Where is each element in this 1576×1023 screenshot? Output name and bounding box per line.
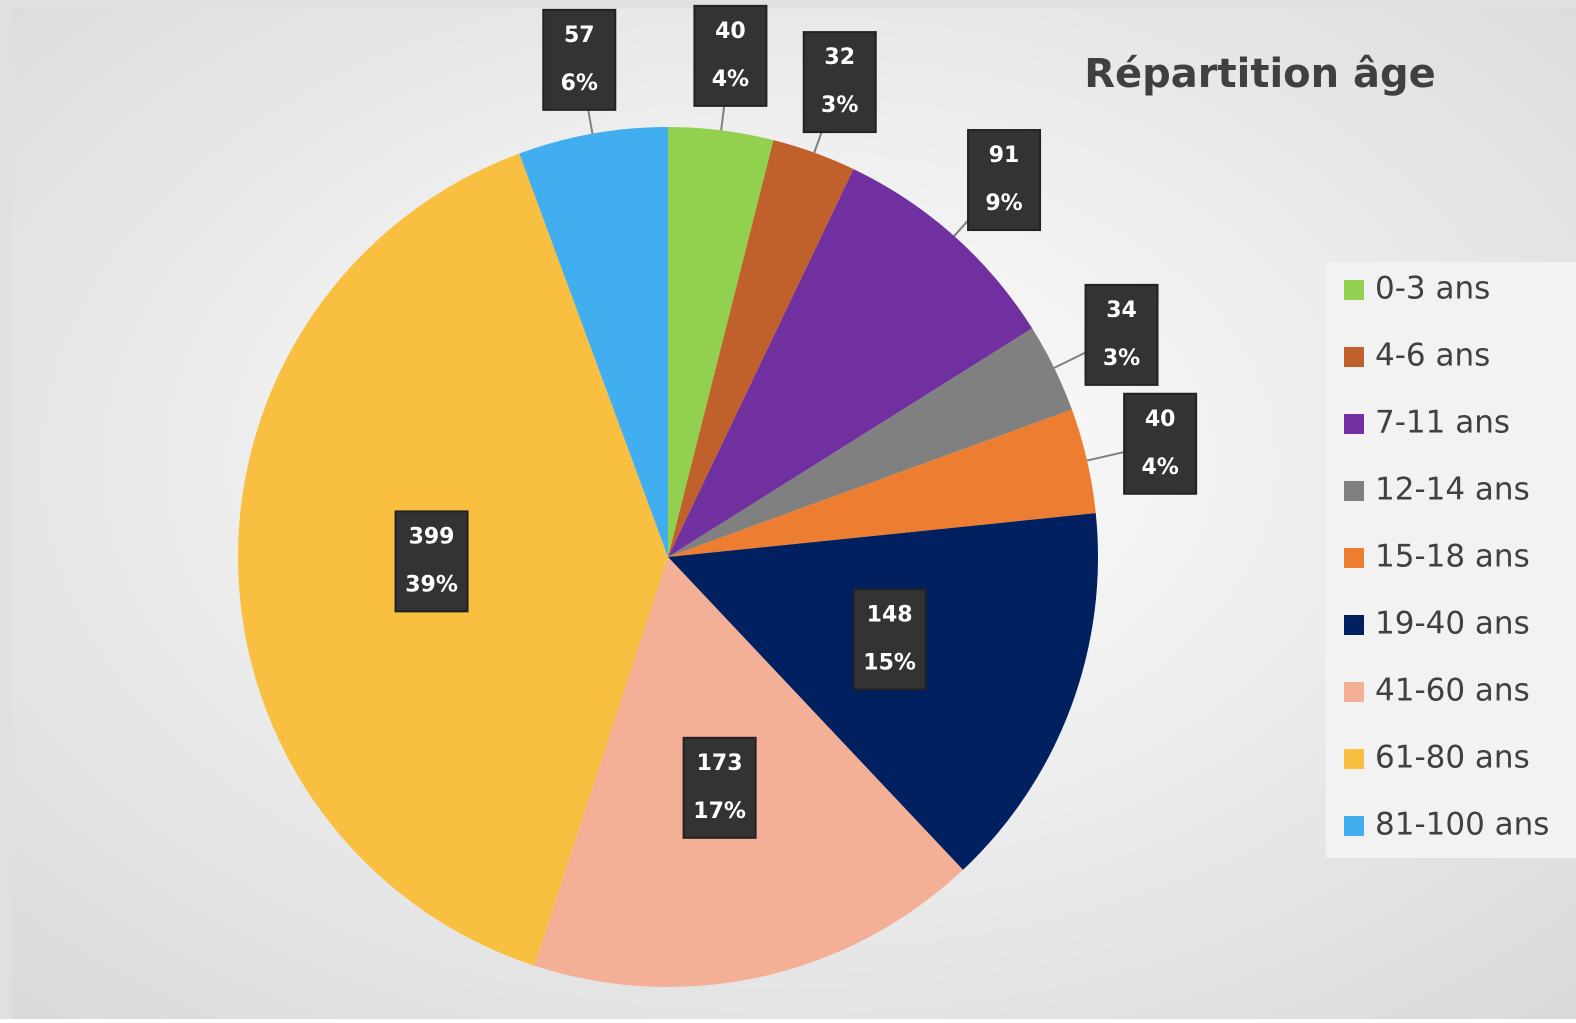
pie-slice [668,409,1096,557]
legend-label: 61-80 ans [1375,740,1530,776]
legend-box [1326,262,1576,858]
chart-title: Répartition âge [1084,51,1436,97]
legend-swatch [1344,481,1364,501]
legend-swatch [1344,347,1364,367]
data-label-percent: 4% [1141,455,1178,480]
data-label-value: 57 [564,23,595,48]
data-label-box [693,4,768,107]
legend-label: 0-3 ans [1375,271,1490,307]
pie-slice [668,140,854,557]
data-label-box [967,129,1042,232]
data-label-percent: 9% [985,191,1022,216]
legend-label: 15-18 ans [1375,539,1530,575]
legend-swatch [1344,548,1364,568]
data-label-box [1084,283,1159,386]
pie-slice [668,169,1033,557]
data-label-box [394,510,469,613]
legend-label: 7-11 ans [1375,405,1510,441]
data-label-value: 148 [867,602,913,627]
data-label-box [1123,392,1198,495]
data-label-percent: 4% [712,67,749,92]
data-label-value: 91 [989,143,1020,168]
data-label-box [852,588,927,691]
legend-label: 4-6 ans [1375,338,1490,374]
data-label-percent: 17% [693,799,746,824]
legend-label: 81-100 ans [1375,807,1549,843]
pie-slice [668,513,1098,870]
legend-swatch [1344,615,1364,635]
pie-slice [668,328,1072,557]
pie-slice [519,127,668,557]
legend-swatch [1344,816,1364,836]
data-label-value: 40 [1145,407,1176,432]
legend-label: 41-60 ans [1375,673,1530,709]
legend-label: 19-40 ans [1375,606,1530,642]
data-label-value: 34 [1106,298,1137,323]
data-label-box [682,736,757,839]
data-label-value: 32 [824,45,855,70]
legend-swatch [1344,749,1364,769]
pie-slice [668,127,774,557]
data-label-value: 40 [715,19,746,44]
legend-swatch [1344,682,1364,702]
legend-label: 12-14 ans [1375,472,1530,508]
data-label-percent: 3% [1103,346,1140,371]
data-label-value: 173 [697,751,743,776]
data-label-percent: 6% [561,71,598,96]
data-label-box [802,31,877,134]
data-label-value: 399 [409,524,455,549]
data-label-percent: 3% [821,93,858,118]
data-label-percent: 39% [405,572,458,597]
legend-swatch [1344,280,1364,300]
legend-swatch [1344,414,1364,434]
data-label-percent: 15% [863,650,916,675]
data-label-box [542,8,617,111]
